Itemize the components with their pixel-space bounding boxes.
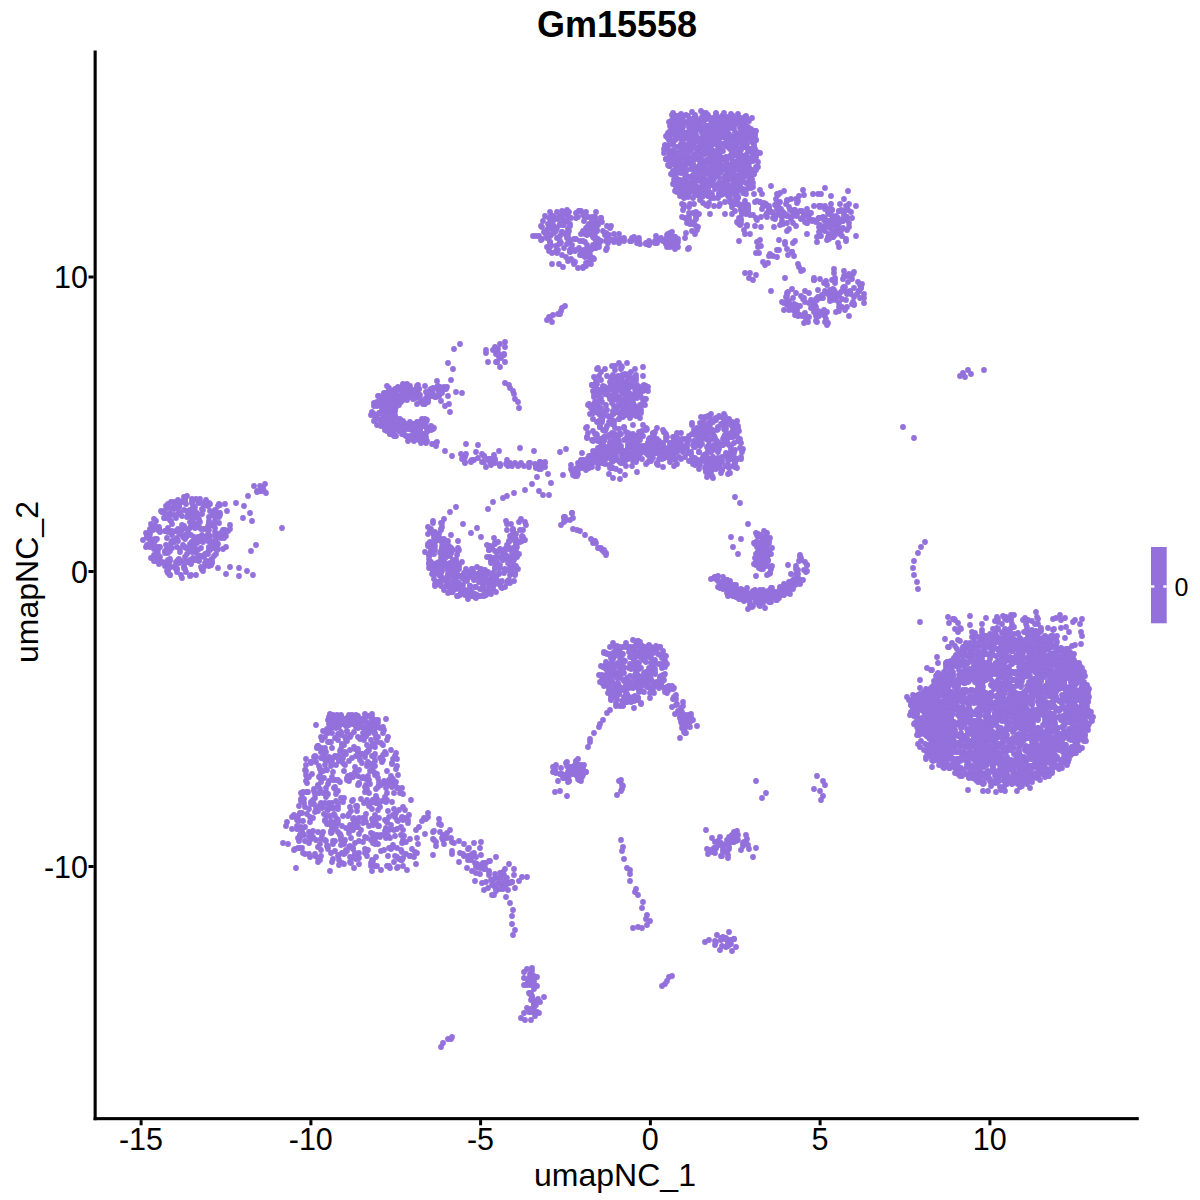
svg-text:10: 10 (54, 260, 88, 294)
svg-text:-10: -10 (44, 850, 88, 884)
svg-text:-10: -10 (289, 1122, 333, 1156)
svg-text:0: 0 (71, 555, 88, 589)
svg-text:0: 0 (1175, 573, 1189, 601)
svg-text:umapNC_2: umapNC_2 (9, 501, 45, 663)
svg-text:10: 10 (973, 1122, 1007, 1156)
svg-text:-5: -5 (467, 1122, 494, 1156)
svg-text:5: 5 (812, 1122, 829, 1156)
svg-text:0: 0 (642, 1122, 659, 1156)
svg-text:Gm15558: Gm15558 (537, 4, 697, 45)
svg-text:umapNC_1: umapNC_1 (534, 1157, 696, 1193)
svg-text:-15: -15 (119, 1122, 163, 1156)
